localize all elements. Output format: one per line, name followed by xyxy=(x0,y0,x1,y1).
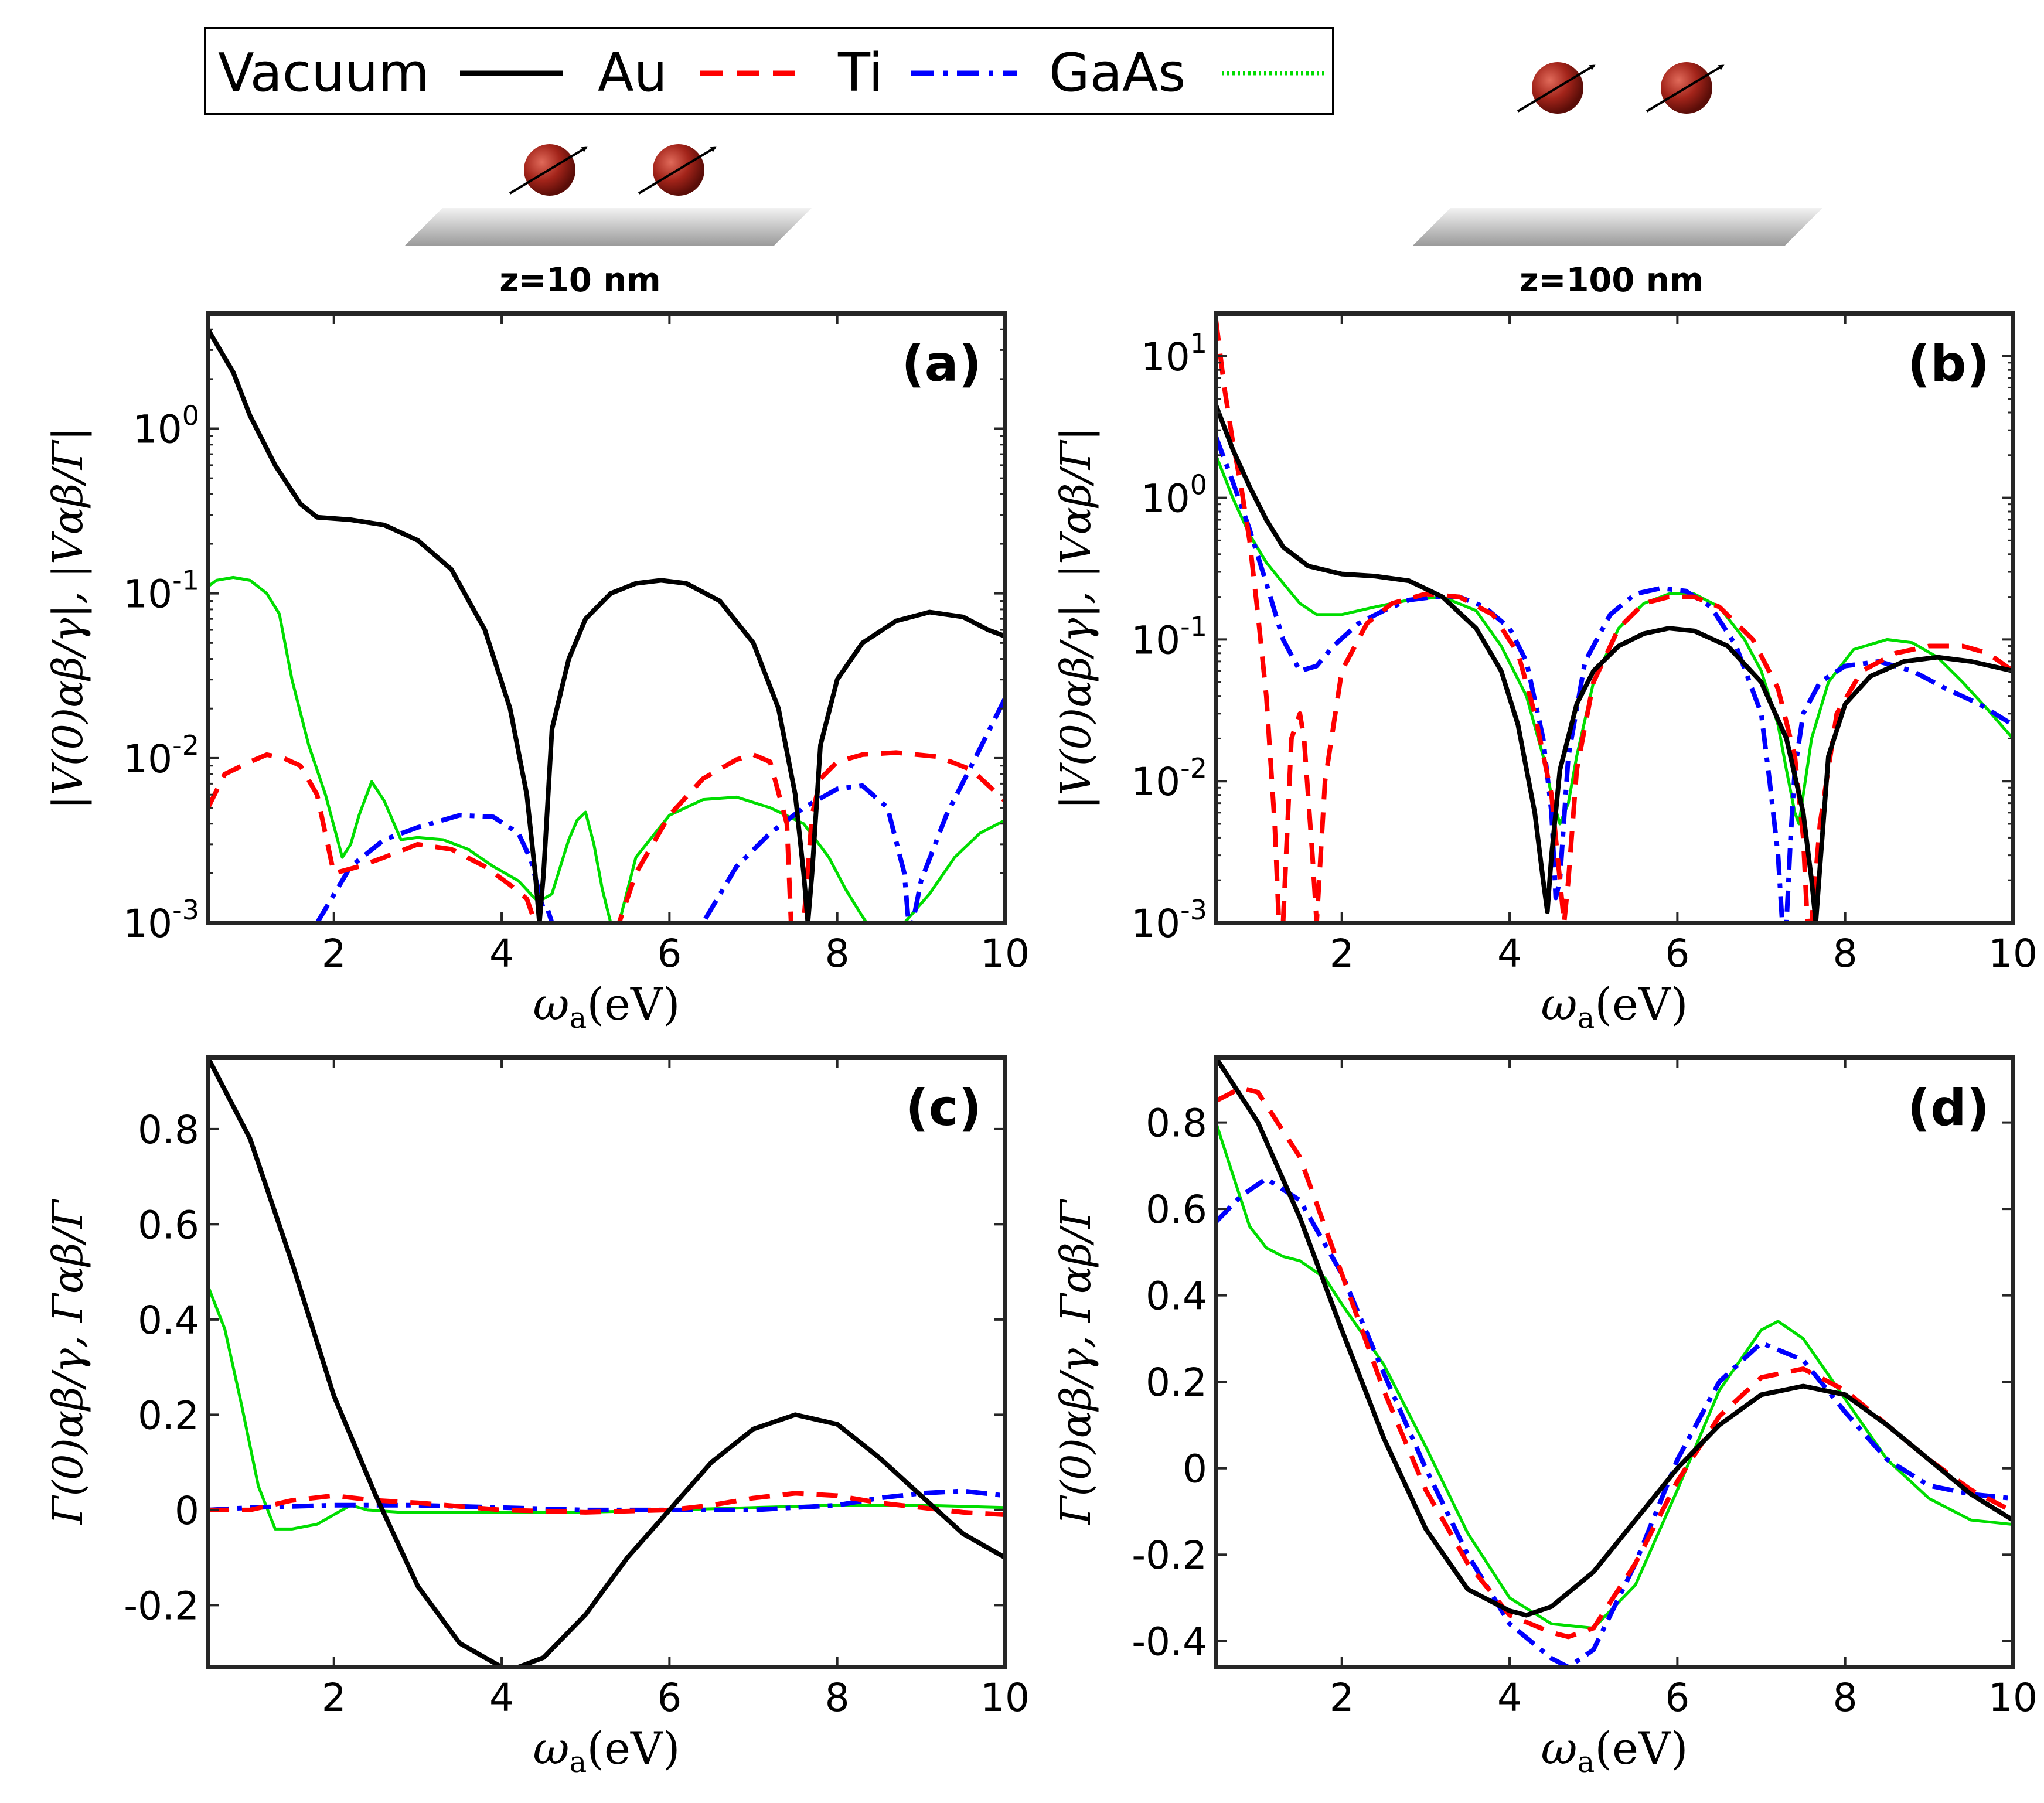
y-tick-label: 0 xyxy=(175,1488,199,1533)
x-tick-label: 8 xyxy=(825,931,850,976)
spin-arrow-icon xyxy=(1517,64,1596,113)
series-line-ti xyxy=(315,697,1005,923)
y-tick-label: 10-1 xyxy=(123,565,199,617)
panel-1: 2 4 6 8 10 10-3 10-2 10-1 100 101 (b) ωa(eV) |V(0)αβ… xyxy=(1052,311,2038,1035)
series-line-vacuum xyxy=(1216,1058,2013,1618)
legend-label-gaas: GaAs xyxy=(1049,42,1185,104)
x-axis-label: ωa(eV) xyxy=(1541,1722,1688,1779)
y-axis-label: Γ(0)αβ/γ, Γαβ/Γ xyxy=(1052,1199,1100,1526)
x-tick-label: 4 xyxy=(1497,1675,1522,1720)
legend-box xyxy=(204,27,1334,115)
x-tick-label: 4 xyxy=(489,1675,514,1720)
y-tick-label: 0.8 xyxy=(1146,1101,1207,1146)
series-line-au xyxy=(1216,1085,2013,1640)
y-tick-label: -0.2 xyxy=(124,1583,199,1628)
series-line-gaas xyxy=(208,1286,1005,1531)
spin-arrow-icon xyxy=(509,146,588,195)
axes-frame xyxy=(1214,311,2015,925)
x-axis-label: ωa(eV) xyxy=(533,978,680,1035)
y-tick-label: 101 xyxy=(1141,328,1207,380)
illustration-right: z=100 nm xyxy=(1412,62,1822,299)
x-tick-label: 2 xyxy=(1330,1675,1354,1720)
y-tick-label: 0.4 xyxy=(1146,1274,1207,1319)
panel-label: (d) xyxy=(1907,1079,1990,1137)
y-axis-label: Γ(0)αβ/γ, Γαβ/Γ xyxy=(44,1199,92,1526)
y-tick-label: 0 xyxy=(1183,1447,1207,1492)
x-tick-label: 10 xyxy=(980,1675,1030,1720)
x-tick-label: 8 xyxy=(1833,931,1858,976)
y-tick-label: -0.4 xyxy=(1132,1620,1207,1665)
distance-label-left: z=10 nm xyxy=(499,261,660,299)
series-line-au xyxy=(208,750,1005,923)
series-line-ti xyxy=(208,1488,1005,1512)
x-tick-label: 10 xyxy=(1988,931,2038,976)
series-group xyxy=(1216,1058,2013,1667)
y-tick-label: 0.8 xyxy=(138,1107,199,1153)
x-tick-label: 2 xyxy=(322,1675,346,1720)
y-tick-label: 0.4 xyxy=(138,1298,199,1343)
series-line-au xyxy=(1216,319,2013,923)
series-line-ti xyxy=(1216,435,2013,923)
x-tick-label: 8 xyxy=(1833,1675,1858,1720)
legend: Vacuum Au Ti GaAs xyxy=(204,27,1334,115)
y-tick-label: 0.2 xyxy=(1146,1360,1207,1405)
x-tick-label: 4 xyxy=(489,931,514,976)
series-line-vacuum xyxy=(1216,404,2013,923)
panel-label: (c) xyxy=(905,1079,982,1137)
panel-0: 2 4 6 8 10 10-3 10-2 10-1 100 (a) ωa(eV) |V(0)αβ/γ|… xyxy=(44,311,1030,1035)
spin-arrow-icon xyxy=(638,146,717,195)
x-tick-label: 2 xyxy=(1330,931,1354,976)
x-tick-label: 2 xyxy=(322,931,346,976)
axes-frame xyxy=(206,1055,1007,1669)
y-tick-label: 100 xyxy=(133,400,199,452)
distance-label-right: z=100 nm xyxy=(1520,261,1704,299)
y-tick-label: 10-3 xyxy=(1131,894,1207,946)
series-line-vacuum xyxy=(208,1058,1005,1667)
panel-label: (a) xyxy=(901,335,982,393)
panel-label: (b) xyxy=(1907,335,1990,393)
series-group xyxy=(208,1058,1005,1667)
spin-arrow-icon xyxy=(1646,64,1725,113)
panel-2: 2 4 6 8 10 -0.2 0 0.2 0.4 0.6 0.8 (c) ωa(eV) Γ(0)αβ/γ… xyxy=(44,1055,1030,1779)
y-tick-label: -0.2 xyxy=(1132,1533,1207,1578)
legend-label-au: Au xyxy=(598,42,667,104)
series-group xyxy=(208,328,1005,923)
legend-label-ti: Ti xyxy=(837,42,883,104)
y-axis-label: |V(0)αβ/γ|, |Vαβ/Γ| xyxy=(44,427,92,809)
y-tick-label: 10-1 xyxy=(1131,611,1207,663)
x-axis-label: ωa(eV) xyxy=(1541,978,1688,1035)
series-line-au xyxy=(208,1491,1005,1517)
y-tick-label: 10-2 xyxy=(1131,752,1207,805)
y-tick-label: 10-3 xyxy=(123,894,199,946)
y-tick-label: 10-2 xyxy=(123,730,199,782)
x-tick-label: 4 xyxy=(1497,931,1522,976)
y-tick-label: 0.2 xyxy=(138,1393,199,1438)
y-tick-label: 100 xyxy=(1141,469,1207,522)
series-line-gaas xyxy=(208,575,1005,923)
axes-frame xyxy=(206,311,1007,925)
x-tick-label: 6 xyxy=(1665,1675,1689,1720)
x-tick-label: 8 xyxy=(825,1675,850,1720)
axes-frame xyxy=(1214,1055,2015,1669)
legend-label-vacuum: Vacuum xyxy=(218,42,430,104)
x-tick-label: 6 xyxy=(1665,931,1689,976)
series-line-vacuum xyxy=(208,328,1005,923)
x-tick-label: 6 xyxy=(657,1675,682,1720)
x-axis-label: ωa(eV) xyxy=(533,1722,680,1779)
illustration-left: z=10 nm xyxy=(404,144,812,299)
surface-slab-right xyxy=(1412,208,1822,246)
series-group xyxy=(1216,319,2013,923)
y-tick-label: 0.6 xyxy=(138,1202,199,1248)
y-axis-label: |V(0)αβ/γ|, |Vαβ/Γ| xyxy=(1052,427,1100,809)
panel-3: 2 4 6 8 10 -0.4 -0.2 0 0.2 0.4 0.6 0.8 (d) ωa(eV) Γ(0)… xyxy=(1052,1055,2038,1779)
x-tick-label: 6 xyxy=(657,931,682,976)
y-tick-label: 0.6 xyxy=(1146,1187,1207,1232)
series-line-gaas xyxy=(1216,1122,2013,1630)
x-tick-label: 10 xyxy=(980,931,1030,976)
chart-panels: 2 4 6 8 1010-310-210-1100(a)ωa(eV)|V(0)αβ/γ|… xyxy=(44,311,2038,1779)
x-tick-label: 10 xyxy=(1988,1675,2038,1720)
surface-slab-left xyxy=(404,208,812,246)
